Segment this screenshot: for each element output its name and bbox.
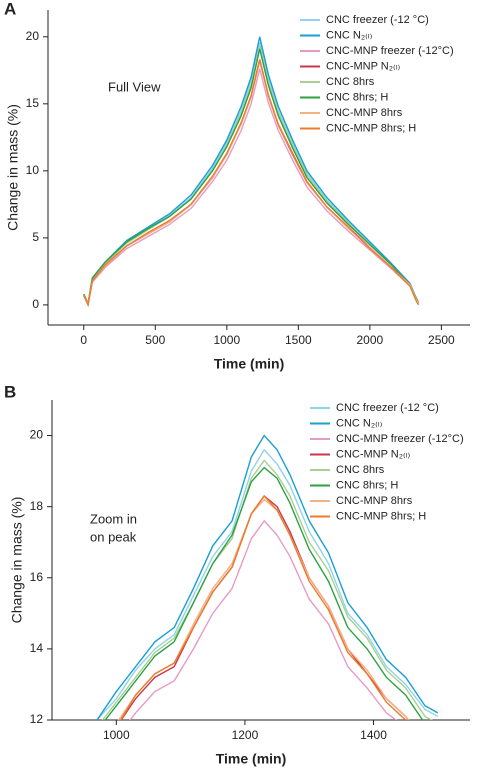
legend-label: CNC-MNP 8hrs; H [326,122,416,134]
y-tick-label: 18 [30,499,44,513]
series-line [96,448,439,720]
panel-label: B [4,382,16,401]
x-tick-label: 1200 [232,728,259,742]
y-tick-label: 20 [26,29,40,43]
x-axis-label: Time (min) [216,751,287,767]
x-tick-label: 0 [80,333,87,347]
x-tick-label: 1000 [103,728,130,742]
legend-label: CNC-MNP 8hrs; H [336,510,426,522]
x-axis-label: Time (min) [214,356,285,372]
panel-label: A [4,0,16,18]
legend-label: CNC-MNP 8hrs [326,107,403,119]
legend-label: CNC freezer (-12 °C) [326,14,429,26]
legend-label: CNC N₂₍ₗ₎ [336,417,383,429]
x-tick-label: 1500 [285,333,312,347]
legend-label: CNC freezer (-12 °C) [336,402,439,414]
y-tick-label: 10 [26,163,40,177]
series-line [83,48,420,306]
legend-label: CNC-MNP N₂₍ₗ₎ [326,60,401,72]
annotation: Full View [108,79,161,94]
legend-label: CNC-MNP freezer (-12°C) [326,45,454,57]
annotation: Zoom in [90,511,137,526]
legend-label: CNC N₂₍ₗ₎ [326,29,373,41]
legend-label: CNC-MNP N₂₍ₗ₎ [336,448,411,460]
series-line [129,519,398,720]
series-line [120,494,410,720]
y-tick-label: 20 [30,428,44,442]
series-line [117,498,410,720]
series-line [119,494,407,720]
y-tick-label: 16 [30,570,44,584]
legend-label: CNC 8hrs [336,464,385,476]
x-tick-label: 2500 [428,333,455,347]
y-tick-label: 12 [30,712,44,726]
y-tick-label: 0 [32,297,39,311]
series-line [96,434,439,720]
x-tick-label: 2000 [357,333,384,347]
y-tick-label: 14 [30,641,44,655]
y-tick-label: 15 [26,96,40,110]
annotation: on peak [90,529,137,544]
x-tick-label: 1400 [360,728,387,742]
legend-label: CNC 8hrs; H [326,91,388,103]
y-axis-label: Change in mass (%) [9,497,25,624]
series-line [83,36,420,306]
legend-label: CNC 8hrs; H [336,479,398,491]
series-line [83,68,420,308]
series-line [83,59,420,308]
plot-lines [83,36,420,308]
x-tick-label: 1000 [213,333,240,347]
legend-label: CNC 8hrs [326,76,375,88]
y-axis-label: Change in mass (%) [5,104,21,231]
series-line [101,459,433,720]
legend-label: CNC-MNP 8hrs [336,495,413,507]
plot-lines [96,434,439,720]
y-tick-label: 5 [32,230,39,244]
series-line [104,466,424,720]
x-tick-label: 500 [145,333,165,347]
legend-label: CNC-MNP freezer (-12°C) [336,433,464,445]
